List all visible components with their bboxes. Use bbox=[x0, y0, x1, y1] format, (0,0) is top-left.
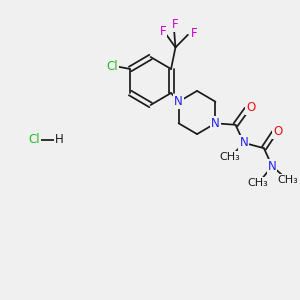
Text: N: N bbox=[211, 117, 220, 130]
Text: Cl: Cl bbox=[28, 133, 40, 146]
Text: O: O bbox=[273, 124, 283, 138]
Text: CH₃: CH₃ bbox=[220, 152, 240, 162]
Text: Cl: Cl bbox=[106, 60, 118, 73]
Text: N: N bbox=[174, 95, 183, 108]
Text: O: O bbox=[246, 101, 255, 114]
Text: F: F bbox=[160, 25, 166, 38]
Text: CH₃: CH₃ bbox=[278, 175, 298, 185]
Text: N: N bbox=[268, 160, 277, 173]
Text: CH₃: CH₃ bbox=[247, 178, 268, 188]
Text: H: H bbox=[55, 133, 63, 146]
Text: N: N bbox=[239, 136, 248, 149]
Text: F: F bbox=[191, 27, 198, 40]
Text: F: F bbox=[172, 18, 179, 32]
